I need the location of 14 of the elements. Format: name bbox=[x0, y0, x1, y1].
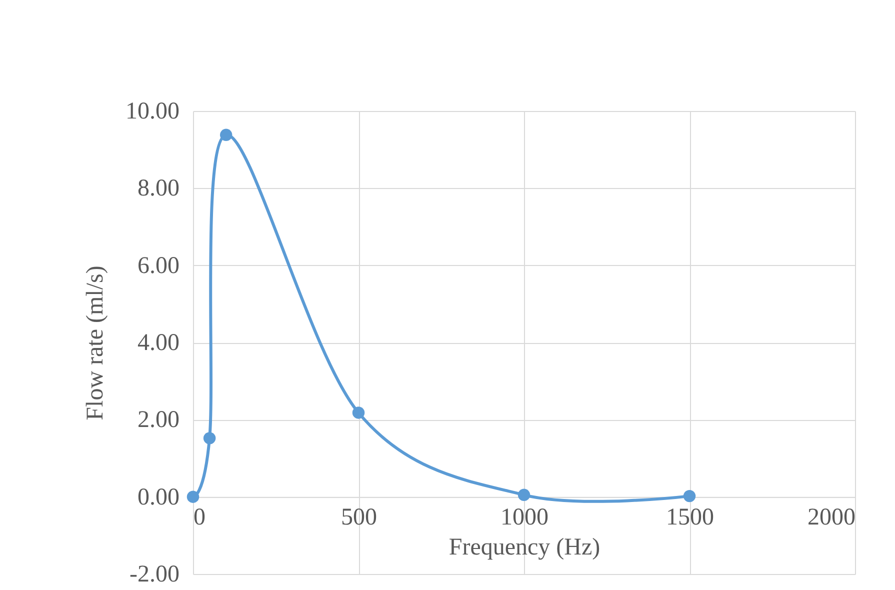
y-tick-label: 4.00 bbox=[138, 330, 180, 356]
x-tick-label: 1500 bbox=[666, 504, 714, 530]
x-tick-label: 500 bbox=[341, 504, 377, 530]
y-axis-title: Flow rate (ml/s) bbox=[82, 266, 108, 420]
x-tick-label: 1000 bbox=[500, 504, 548, 530]
y-tick-label: 10.00 bbox=[126, 98, 180, 124]
x-axis-title: Frequency (Hz) bbox=[448, 534, 600, 560]
y-tick-label: 0.00 bbox=[138, 484, 180, 510]
x-tick-label: 2000 bbox=[808, 504, 856, 530]
y-tick-label: -2.00 bbox=[130, 562, 180, 588]
y-tick-label: 2.00 bbox=[138, 407, 180, 434]
y-tick-label: 8.00 bbox=[138, 176, 180, 202]
y-tick-label: 6.00 bbox=[138, 252, 180, 279]
x-tick-label: 0 bbox=[194, 504, 206, 530]
